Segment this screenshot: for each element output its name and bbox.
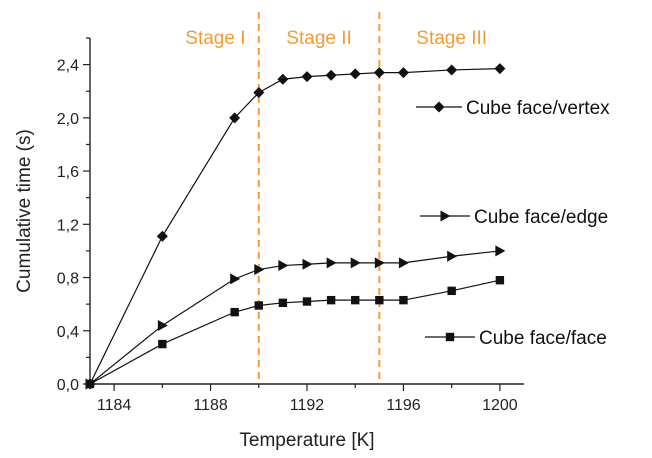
legend-entry: Cube face/vertex	[416, 98, 610, 119]
data-point	[374, 257, 385, 269]
data-point	[399, 295, 408, 305]
x-axis-title: Temperature [K]	[239, 430, 374, 451]
data-point	[494, 63, 506, 75]
series-diamond	[84, 63, 506, 390]
y-axis-title: Cumulative time (s)	[14, 129, 35, 293]
data-point	[397, 67, 409, 79]
series-square	[85, 276, 505, 389]
data-point	[302, 297, 312, 306]
series-line	[89, 68, 500, 385]
data-point	[157, 319, 168, 331]
stage-label: Stage I	[185, 28, 245, 49]
data-point	[495, 245, 506, 257]
series-line	[89, 250, 500, 385]
x-tick-label: 1200	[482, 397, 518, 414]
data-point	[373, 67, 385, 79]
data-point	[302, 258, 313, 270]
y-tick-label: 2,0	[57, 111, 79, 128]
x-tick-label: 1184	[97, 397, 132, 414]
data-point	[447, 250, 458, 262]
y-tick-label: 1,2	[57, 217, 79, 234]
legend-label: Cube face/vertex	[466, 98, 610, 119]
data-point	[278, 298, 288, 308]
y-tick-label: 2,4	[57, 58, 79, 75]
data-point	[349, 68, 361, 80]
data-point	[278, 260, 289, 272]
legend-layer: Cube face/vertex Cube face/edge Cube face/…	[416, 98, 610, 349]
series-line	[89, 279, 501, 385]
data-point	[447, 286, 456, 296]
data-point	[433, 101, 445, 113]
y-tick-label: 1,6	[57, 164, 79, 181]
data-point	[325, 69, 337, 81]
data-point	[277, 73, 289, 85]
x-tick-label: 1188	[193, 397, 228, 414]
data-point	[350, 257, 361, 269]
data-point	[230, 273, 241, 285]
y-tick-label: 0,8	[57, 271, 79, 288]
data-point	[326, 295, 336, 305]
data-point	[495, 276, 505, 285]
stage-layer: Stage I Stage II Stage III	[185, 12, 487, 384]
data-point	[156, 230, 168, 242]
axes: 1184 1188 1192 1196 1200 0,0 0,4 0,8 1,2 1,6 2,0 2,…	[57, 37, 524, 414]
x-tick-label: 1192	[290, 397, 325, 414]
legend-entry: Cube face/face	[425, 328, 607, 349]
y-tick-label: 0,4	[57, 324, 79, 341]
data-point	[253, 87, 265, 99]
data-point	[445, 332, 455, 342]
data-point	[230, 307, 239, 317]
stage-label: Stage III	[416, 28, 487, 49]
data-point	[85, 379, 95, 389]
data-point	[229, 112, 241, 124]
series-layer	[84, 63, 506, 390]
stage-label: Stage II	[286, 28, 352, 49]
data-point	[326, 257, 337, 269]
data-point	[375, 295, 384, 305]
data-point	[301, 71, 313, 83]
data-point	[254, 264, 265, 276]
data-point	[158, 339, 167, 349]
data-point	[254, 301, 263, 310]
x-tick-label: 1196	[386, 397, 421, 414]
y-tick-label: 0,0	[57, 377, 79, 394]
legend-label: Cube face/face	[479, 328, 607, 349]
data-point	[440, 210, 451, 222]
data-point	[351, 295, 360, 305]
series-triangle-right	[85, 245, 506, 390]
legend-entry: Cube face/edge	[420, 207, 608, 228]
legend-label: Cube face/edge	[474, 207, 608, 228]
data-point	[398, 257, 409, 269]
data-point	[446, 64, 458, 76]
